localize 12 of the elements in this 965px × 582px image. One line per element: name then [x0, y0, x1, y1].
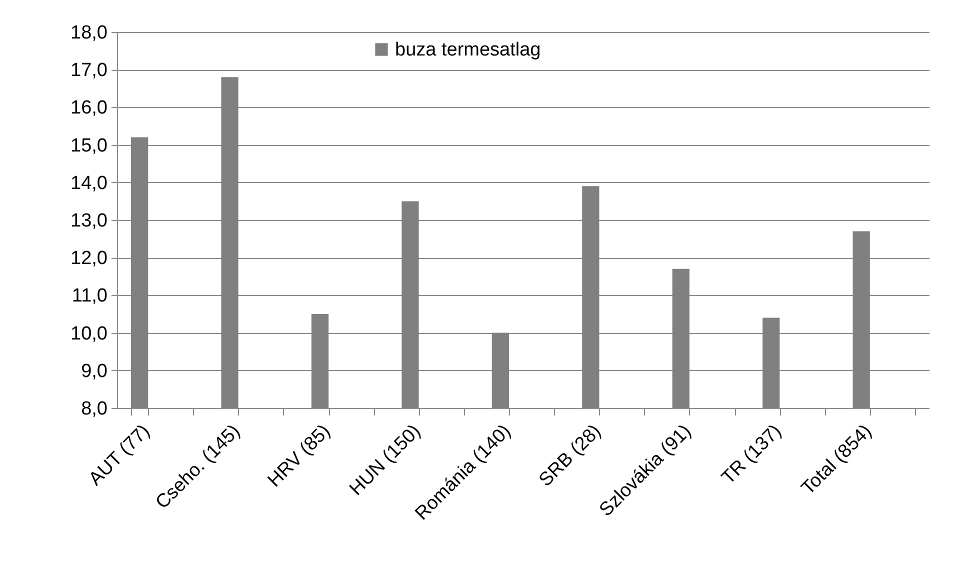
- y-tick-label: 9,0: [81, 360, 108, 382]
- y-tick-label: 15,0: [70, 135, 108, 156]
- y-tick-label: 13,0: [70, 210, 108, 232]
- y-tick-label: 11,0: [72, 286, 108, 307]
- y-tick-label: 10,0: [70, 323, 108, 344]
- y-tick-label: 17,0: [70, 60, 108, 82]
- y-tick-label: 14,0: [70, 172, 108, 194]
- legend-label: buza termesatlag: [395, 40, 541, 60]
- y-tick-label: 18,0: [70, 22, 108, 44]
- y-tick-label: 12,0: [70, 248, 108, 270]
- y-tick-label: 16,0: [70, 98, 108, 119]
- y-tick-label: 8,0: [81, 398, 108, 420]
